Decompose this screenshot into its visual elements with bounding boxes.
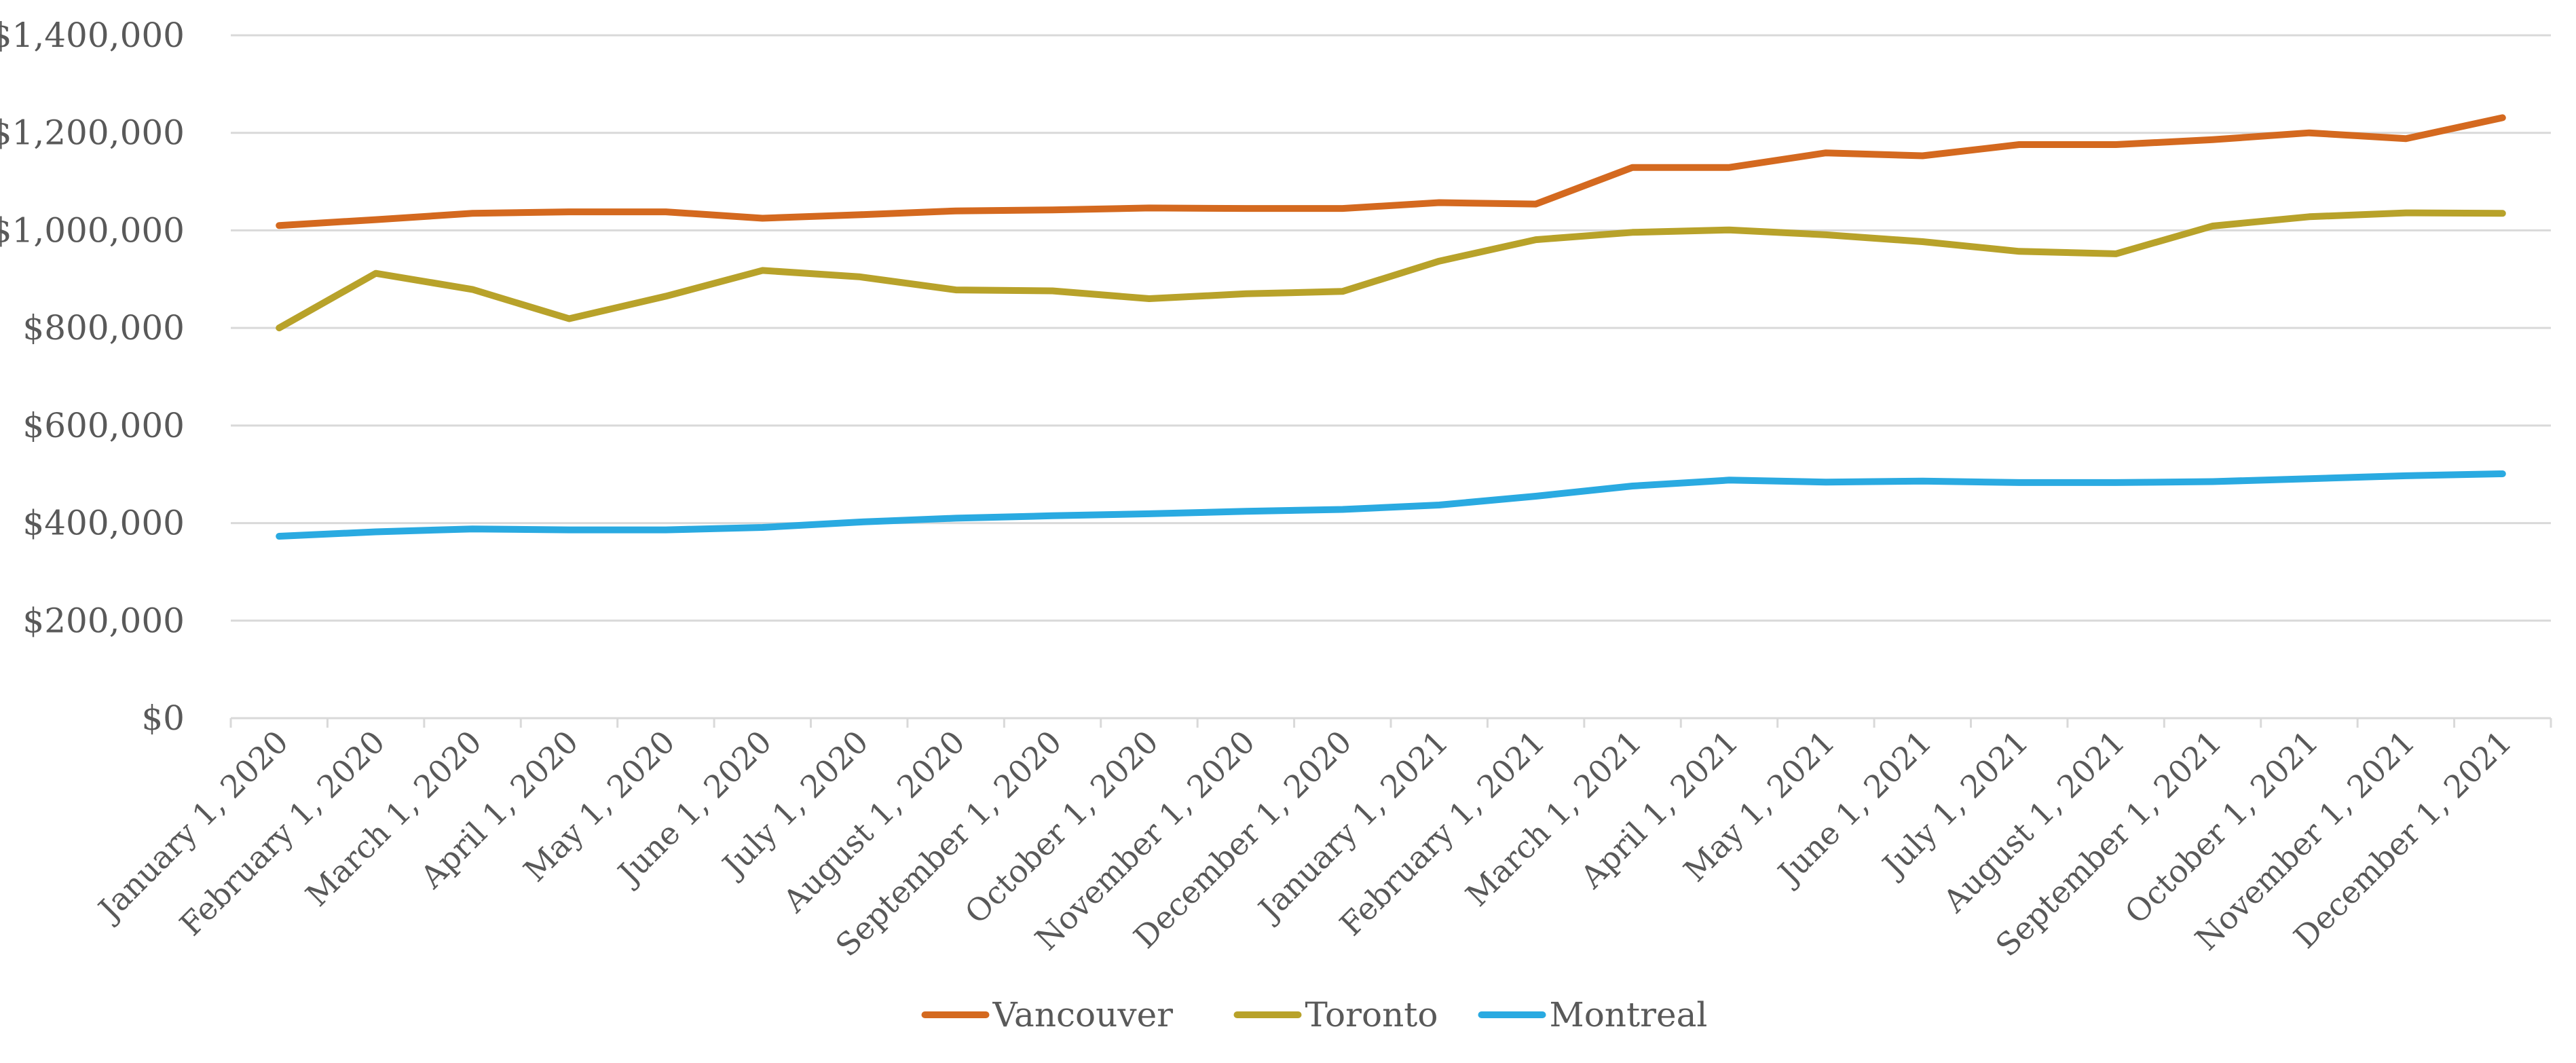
legend: Vancouver Toronto Montreal (921, 995, 1708, 1034)
y-tick-label: $0 (141, 698, 185, 738)
x-tick-label: March 1, 2020 (299, 724, 489, 914)
series-lines (276, 114, 2506, 540)
series-line-vancouver (276, 114, 2506, 229)
y-tick-label: $1,400,000 (0, 16, 185, 55)
legend-label-montreal: Montreal (1550, 995, 1708, 1034)
y-tick-label: $1,200,000 (0, 113, 185, 153)
x-tick-label: March 1, 2021 (1459, 724, 1649, 914)
y-tick-label: $800,000 (22, 308, 185, 348)
series-line-toronto (276, 209, 2506, 332)
x-tick-label: August 1, 2021 (1936, 724, 2132, 920)
legend-label-vancouver: Vancouver (992, 995, 1174, 1034)
y-tick-label: $1,000,000 (0, 210, 185, 250)
legend-label-toronto: Toronto (1305, 995, 1438, 1034)
y-tick-label: $200,000 (22, 601, 185, 640)
grid-lines (231, 34, 2551, 622)
x-tick-label: August 1, 2020 (776, 724, 972, 920)
y-tick-label: $600,000 (22, 406, 185, 445)
x-axis (229, 717, 2552, 728)
series-line-montreal (276, 470, 2506, 540)
y-tick-label: $400,000 (22, 504, 185, 543)
y-axis-labels: $0 $200,000 $400,000 $600,000 $800,000 $1,000… (0, 16, 185, 738)
